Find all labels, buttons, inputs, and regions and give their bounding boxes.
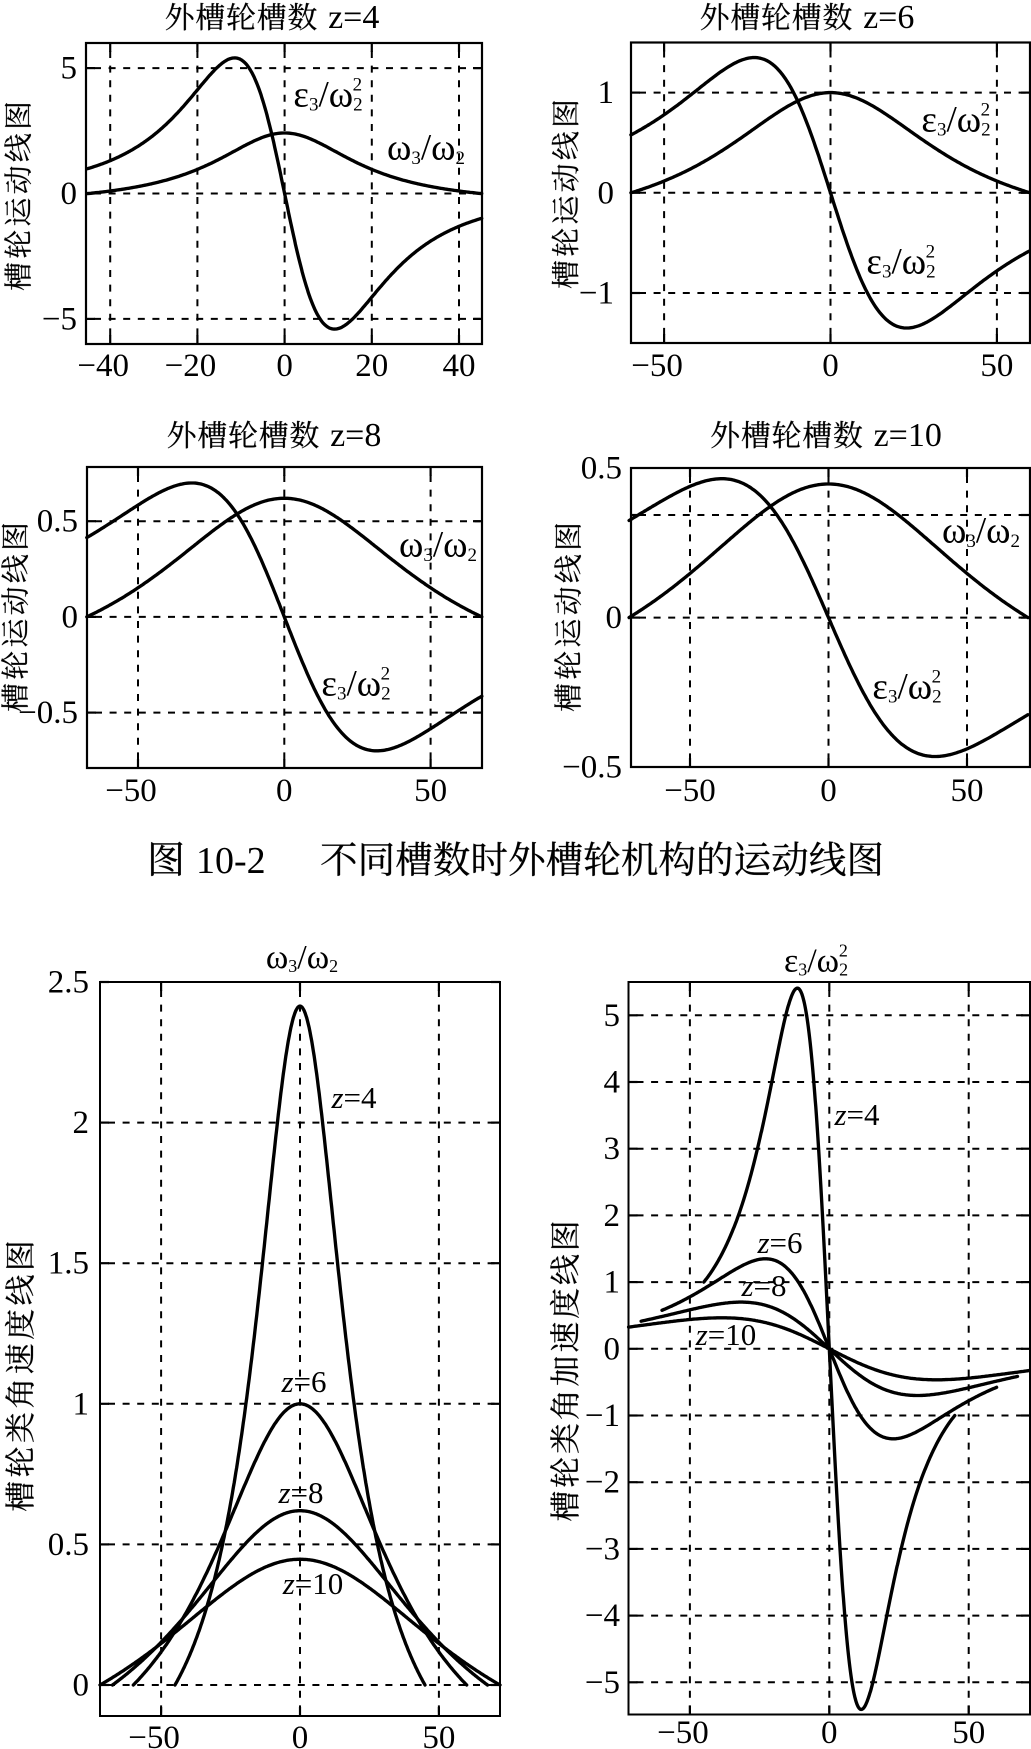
svg-text:−3: −3 — [585, 1531, 620, 1567]
svg-text:4: 4 — [604, 1065, 621, 1101]
svg-text:z=4: z=4 — [328, 0, 379, 36]
svg-text:ε3/ω22: ε3/ω22 — [293, 74, 362, 115]
svg-text:1: 1 — [73, 1386, 90, 1422]
svg-text:3: 3 — [604, 1131, 621, 1167]
svg-text:0.5: 0.5 — [37, 504, 78, 540]
svg-text:−40: −40 — [77, 348, 129, 384]
svg-text:z=10: z=10 — [874, 417, 942, 454]
svg-text:1.5: 1.5 — [48, 1246, 89, 1282]
svg-text:ε3/ω22: ε3/ω22 — [321, 663, 390, 704]
svg-text:−0.5: −0.5 — [562, 750, 622, 786]
svg-text:0: 0 — [820, 773, 837, 809]
svg-text:0: 0 — [598, 175, 615, 211]
svg-text:−1: −1 — [579, 276, 614, 312]
svg-text:50: 50 — [952, 1715, 985, 1749]
svg-text:1: 1 — [604, 1265, 621, 1301]
svg-text:ω3/ω2: ω3/ω2 — [399, 525, 477, 566]
svg-text:0: 0 — [276, 773, 293, 809]
svg-text:ε3/ω22: ε3/ω22 — [784, 941, 848, 980]
svg-text:0: 0 — [822, 348, 839, 384]
svg-text:−5: −5 — [42, 302, 77, 338]
svg-text:ε3/ω22: ε3/ω22 — [872, 666, 941, 707]
svg-text:−5: −5 — [585, 1665, 620, 1701]
svg-text:2.5: 2.5 — [48, 965, 89, 1001]
svg-text:10-2: 10-2 — [196, 840, 266, 882]
svg-text:0: 0 — [73, 1668, 90, 1704]
svg-text:−50: −50 — [664, 773, 716, 809]
svg-text:2: 2 — [604, 1198, 621, 1234]
svg-text:1: 1 — [598, 75, 615, 111]
svg-text:−0.5: −0.5 — [18, 695, 78, 731]
svg-text:z=8: z=8 — [740, 1268, 786, 1303]
svg-text:z=4: z=4 — [330, 1080, 377, 1115]
svg-text:0: 0 — [821, 1715, 838, 1749]
svg-text:0: 0 — [276, 348, 293, 384]
svg-text:ω3/ω2: ω3/ω2 — [266, 939, 338, 976]
svg-text:−50: −50 — [657, 1715, 709, 1749]
svg-text:z=8: z=8 — [330, 417, 381, 454]
svg-text:0: 0 — [61, 176, 78, 212]
svg-text:50: 50 — [980, 348, 1013, 384]
svg-text:0.5: 0.5 — [48, 1527, 89, 1563]
svg-text:−1: −1 — [585, 1398, 620, 1434]
svg-text:2: 2 — [73, 1105, 90, 1141]
svg-text:5: 5 — [604, 998, 621, 1034]
svg-text:z=10: z=10 — [695, 1317, 757, 1352]
svg-text:z=6: z=6 — [863, 0, 914, 36]
svg-text:−20: −20 — [165, 348, 217, 384]
svg-text:−50: −50 — [128, 1720, 180, 1749]
svg-text:0: 0 — [62, 599, 79, 635]
svg-text:z=10: z=10 — [282, 1566, 344, 1601]
svg-text:ω3/ω2: ω3/ω2 — [387, 128, 465, 169]
svg-text:ε3/ω22: ε3/ω22 — [866, 241, 935, 282]
svg-text:z=6: z=6 — [280, 1364, 326, 1399]
svg-text:−50: −50 — [631, 348, 683, 384]
svg-text:40: 40 — [443, 348, 476, 384]
svg-text:0: 0 — [606, 600, 623, 636]
svg-text:0: 0 — [292, 1720, 309, 1749]
svg-text:z=8: z=8 — [277, 1475, 323, 1510]
svg-text:−2: −2 — [585, 1465, 620, 1501]
svg-text:ε3/ω22: ε3/ω22 — [921, 99, 990, 140]
svg-text:5: 5 — [61, 51, 78, 87]
svg-text:−50: −50 — [105, 773, 157, 809]
svg-text:0: 0 — [604, 1331, 621, 1367]
svg-text:50: 50 — [414, 773, 447, 809]
svg-text:z=6: z=6 — [756, 1225, 802, 1260]
svg-text:0.5: 0.5 — [581, 451, 622, 487]
svg-text:50: 50 — [951, 773, 984, 809]
svg-text:20: 20 — [355, 348, 388, 384]
svg-text:ω3/ω2: ω3/ω2 — [942, 511, 1020, 552]
svg-text:−4: −4 — [585, 1598, 620, 1634]
svg-text:50: 50 — [422, 1720, 455, 1749]
svg-text:z=4: z=4 — [833, 1097, 880, 1132]
